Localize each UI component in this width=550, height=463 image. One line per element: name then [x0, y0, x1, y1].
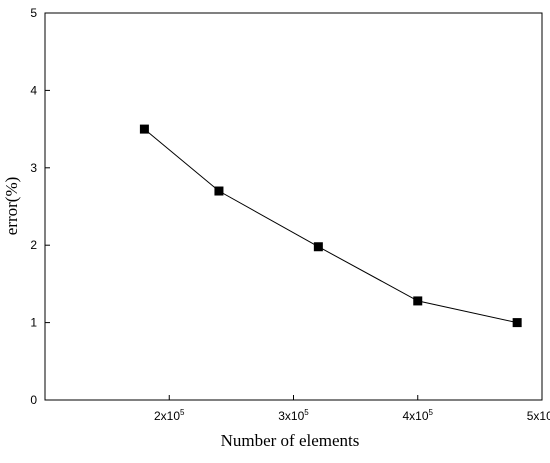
y-axis-title: error(%)	[2, 177, 21, 236]
y-axis-ticks: 0 1 2 3 4 5	[30, 6, 50, 407]
x-tick-base: 2x10	[154, 409, 180, 423]
x-tick-base: 5x10	[527, 409, 550, 423]
y-tick-label: 1	[30, 316, 37, 330]
x-tick-label: 5x105	[527, 408, 550, 423]
x-tick-label: 4x105	[403, 408, 434, 423]
plot-frame	[44, 12, 543, 401]
data-point-marker	[139, 124, 149, 134]
x-tick-exponent: 5	[304, 408, 309, 417]
data-point-marker	[512, 318, 522, 328]
data-point-marker	[214, 186, 224, 196]
y-tick-label: 3	[30, 161, 37, 175]
series-layer	[139, 124, 522, 328]
x-axis-title: Number of elements	[221, 431, 360, 450]
y-tick-label: 4	[30, 83, 37, 97]
y-tick-label: 0	[30, 393, 37, 407]
data-point-marker	[413, 296, 423, 306]
x-tick-label: 2x105	[154, 408, 185, 423]
x-tick-exponent: 5	[180, 408, 185, 417]
y-tick-label: 5	[30, 6, 37, 20]
x-tick-label: 3x105	[278, 408, 309, 423]
x-tick-exponent: 5	[429, 408, 434, 417]
x-axis-ticks: 2x1053x1054x1055x105	[154, 395, 550, 423]
x-tick-base: 3x10	[278, 409, 304, 423]
series-line	[144, 128, 518, 324]
x-tick-base: 4x10	[403, 409, 429, 423]
data-point-marker	[313, 242, 323, 252]
y-tick-label: 2	[30, 238, 37, 252]
